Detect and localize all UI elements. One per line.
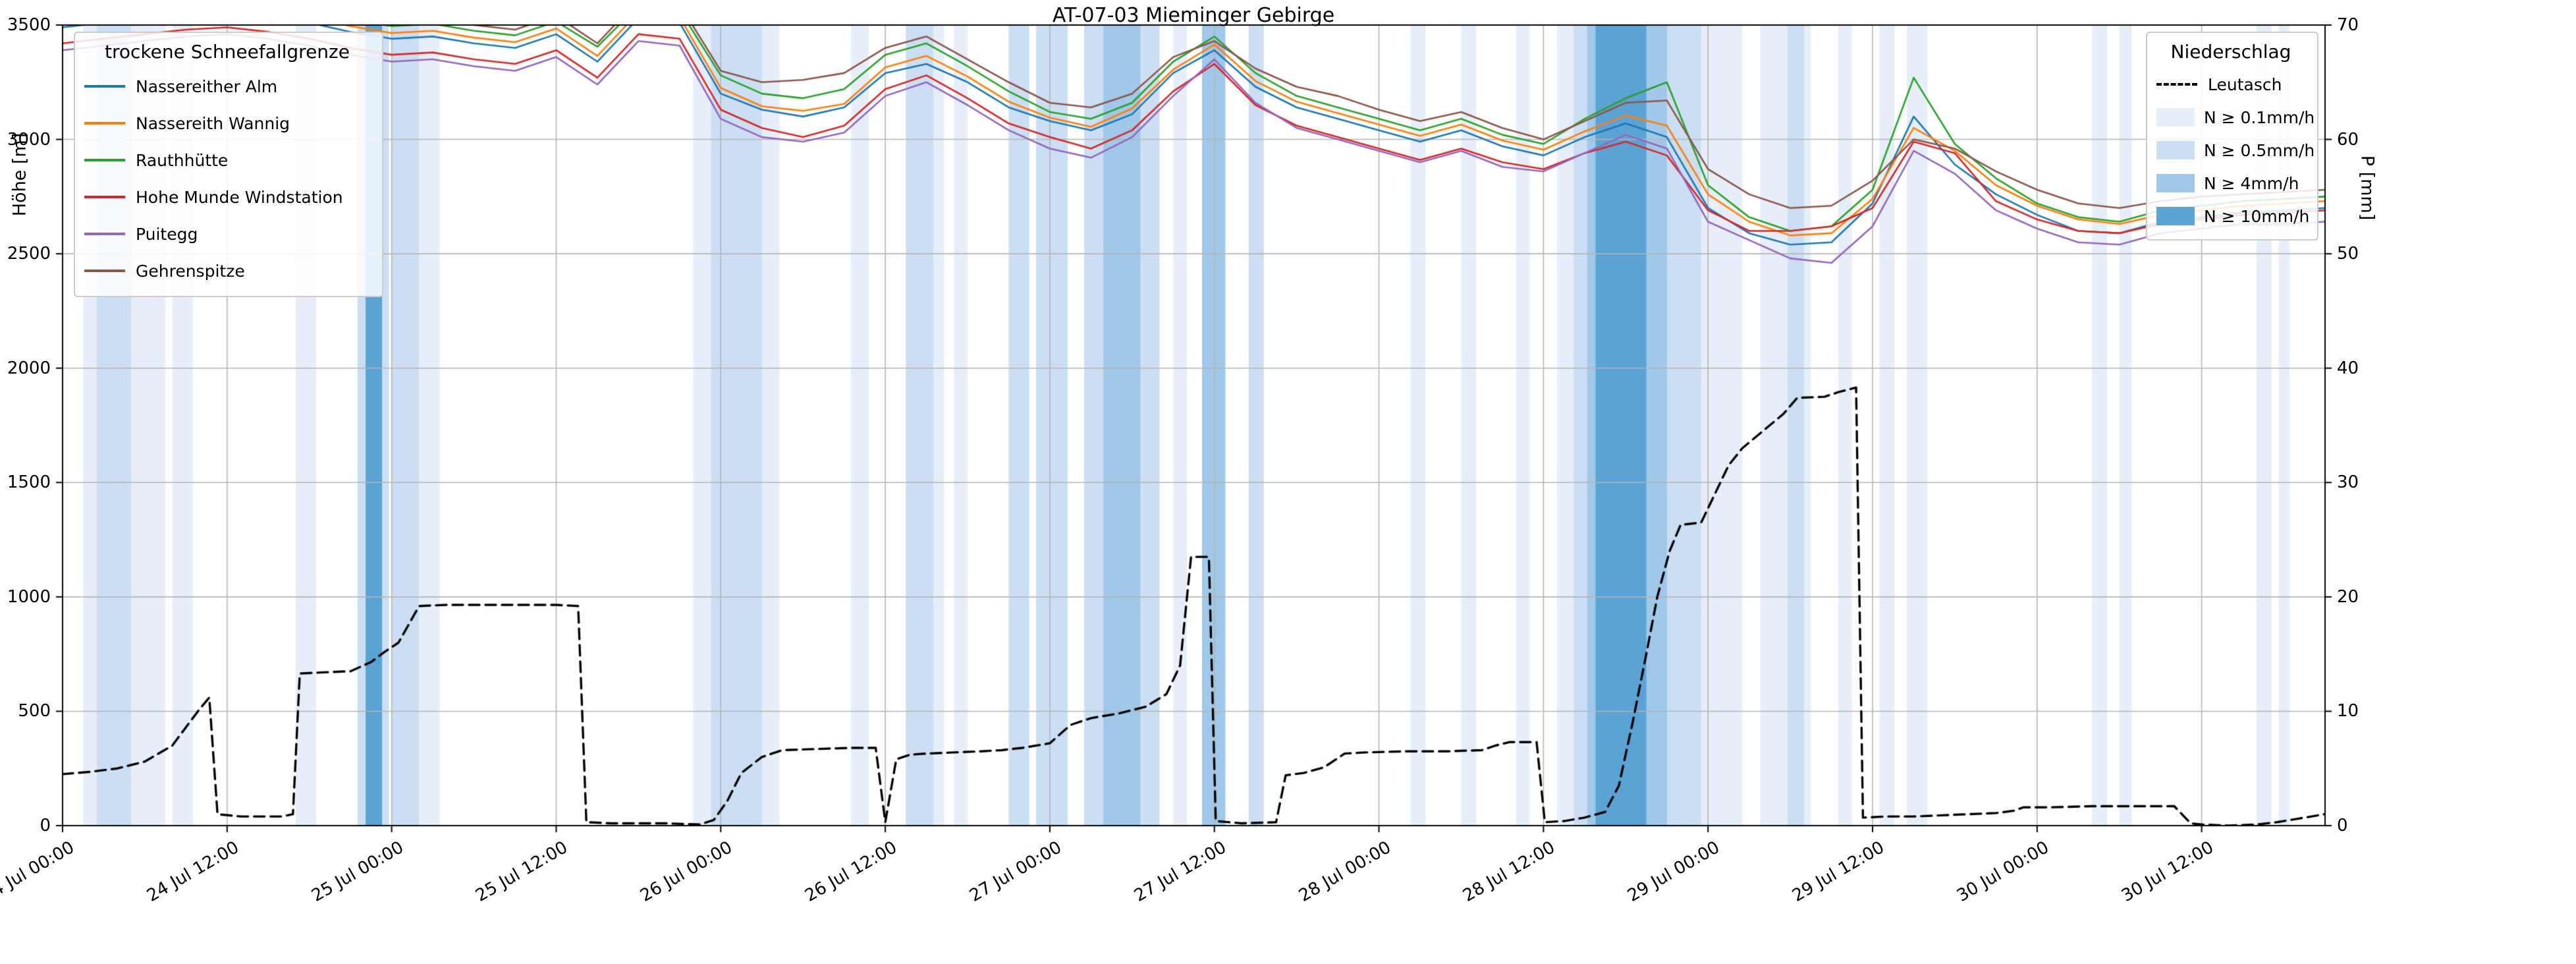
y-tick-label-left: 0 <box>40 816 51 836</box>
y-tick-label-right: 10 <box>2337 701 2359 722</box>
line-swatch <box>84 233 125 235</box>
legend-entry: N ≥ 10mm/h <box>2156 200 2309 233</box>
legend-entry: Leutasch <box>2156 68 2305 101</box>
legend-entry: N ≥ 0.5mm/h <box>2156 134 2315 167</box>
legend-entry-label: N ≥ 10mm/h <box>2204 206 2310 226</box>
band-swatch <box>2156 174 2195 192</box>
y-tick-label-left: 2500 <box>7 244 51 264</box>
legend-entry-label: Puitegg <box>136 224 198 244</box>
line-swatch <box>84 196 125 198</box>
legend-entry: Nassereith Wannig <box>84 105 370 142</box>
y-tick-label-left: 2000 <box>7 358 51 378</box>
line-swatch <box>84 269 125 272</box>
legend-entry-label: N ≥ 4mm/h <box>2204 173 2299 193</box>
legend-entry-label: N ≥ 0.5mm/h <box>2204 140 2315 160</box>
legend-entry-label: Hohe Munde Windstation <box>136 187 343 207</box>
legend-entry: Puitegg <box>84 215 370 252</box>
legend-entry: Hohe Munde Windstation <box>84 179 370 215</box>
y-tick-label-right: 60 <box>2337 129 2359 150</box>
line-swatch <box>84 85 125 88</box>
legend-entry-label: N ≥ 0.1mm/h <box>2204 107 2315 127</box>
chart-title: AT-07-03 Mieminger Gebirge <box>1052 4 1335 27</box>
legend-precip-title: Niederschlag <box>2170 41 2291 63</box>
legend-entry-label: Gehrenspitze <box>136 261 245 281</box>
y-tick-label-right: 70 <box>2337 15 2359 35</box>
line-swatch <box>84 122 125 125</box>
band-swatch <box>2156 108 2195 127</box>
y-tick-label-left: 500 <box>18 701 51 722</box>
legend-snowline-title: trockene Schneefallgrenze <box>105 41 350 63</box>
y-tick-label-right: 20 <box>2337 586 2359 607</box>
legend-snowline: trockene Schneefallgrenze Nassereither A… <box>74 32 383 297</box>
line-swatch <box>84 159 125 161</box>
band-swatch <box>2156 141 2195 159</box>
y-tick-label-left: 1500 <box>7 472 51 493</box>
dashed-line-swatch <box>2156 83 2197 86</box>
y-axis-label-right: P [mm] <box>2357 155 2378 221</box>
y-tick-label-right: 50 <box>2337 244 2359 264</box>
legend-precip: Niederschlag Leutasch N ≥ 0.1mm/h N ≥ 0.… <box>2146 32 2318 241</box>
y-tick-label-right: 40 <box>2337 358 2359 378</box>
legend-entry: Gehrenspitze <box>84 252 370 289</box>
legend-entry: Nassereither Alm <box>84 68 370 105</box>
legend-entry-label: Leutasch <box>2208 74 2282 94</box>
legend-entry: Rauthhütte <box>84 142 370 179</box>
legend-entry: N ≥ 0.1mm/h <box>2156 101 2315 134</box>
y-tick-label-left: 3000 <box>7 129 51 150</box>
legend-entry-label: Nassereith Wannig <box>136 113 290 133</box>
y-tick-label-left: 1000 <box>7 586 51 607</box>
legend-entry: N ≥ 4mm/h <box>2156 167 2305 200</box>
legend-entry-label: Rauthhütte <box>136 150 229 170</box>
y-tick-label-right: 30 <box>2337 472 2359 493</box>
band-swatch <box>2156 207 2195 225</box>
y-tick-label-right: 0 <box>2337 816 2348 836</box>
legend-entry-label: Nassereither Alm <box>136 76 278 96</box>
y-tick-label-left: 3500 <box>7 15 51 35</box>
